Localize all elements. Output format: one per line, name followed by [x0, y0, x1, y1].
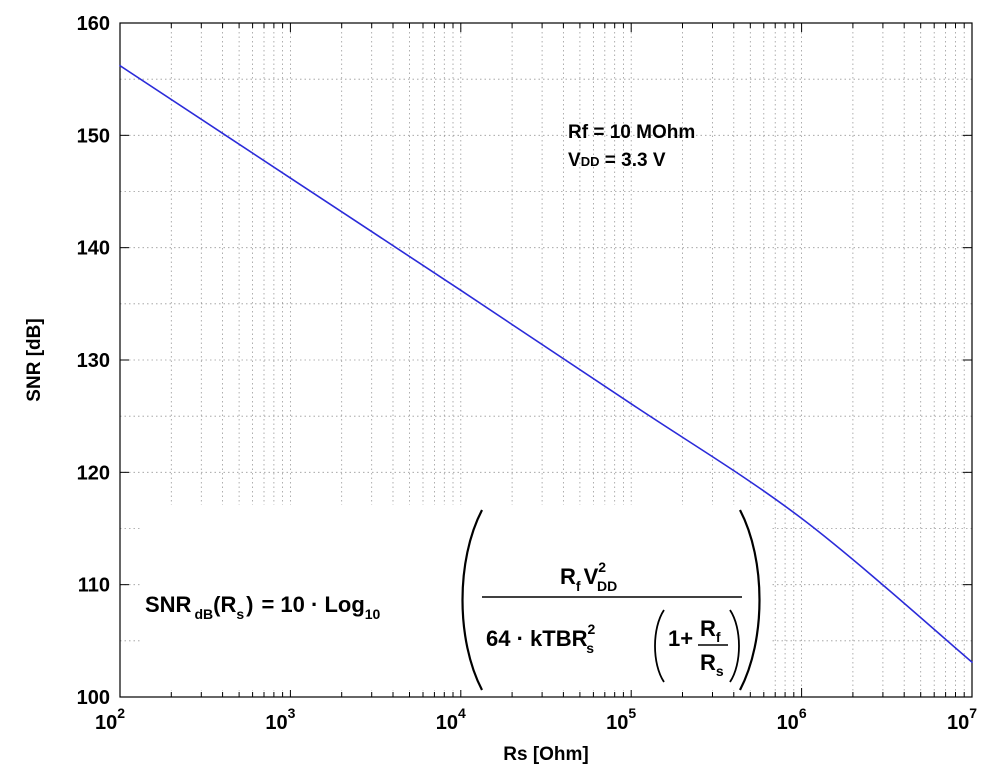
tick-marks: [119, 23, 972, 697]
series-point: [800, 517, 803, 520]
eq-frac-den-sub: s: [716, 663, 724, 679]
eq-left-paren: [461, 509, 483, 691]
x-tick-label: 104: [436, 705, 466, 734]
series-point: [289, 177, 292, 179]
eq-frac-num-sub: f: [716, 629, 721, 645]
y-tick-label: 130: [77, 350, 110, 372]
rf-annotation: Rf = 10 MOhm: [568, 122, 695, 143]
series-point: [460, 289, 462, 292]
y-tick-label: 110: [78, 575, 110, 597]
y-tick-label: 100: [77, 687, 110, 709]
snr-equation: SNR dB(Rs) = 10 · Log10 Rf V2 DD 64 · kTBR2 s…: [140, 505, 770, 691]
x-tick-label: 103: [265, 705, 295, 734]
eq-num-r: R: [560, 564, 576, 589]
vdd-annotation-sub: DD: [581, 154, 600, 169]
series-point: [630, 403, 632, 405]
eq-equals: = 10 · Log: [261, 592, 364, 617]
y-tick-label: 150: [77, 125, 110, 147]
y-tick-label: 160: [77, 13, 110, 35]
eq-inner-frac-num: Rf: [700, 616, 721, 645]
y-tick-labels: 100 110 120 130 140 150 160: [77, 13, 110, 709]
eq-denominator: 64 · kTBR2 s: [486, 621, 595, 656]
series-group: [119, 64, 973, 663]
x-tick-label: 105: [606, 705, 636, 734]
x-tick-labels: 102 103 104 105 106 107: [95, 705, 977, 734]
x-tick-label: 107: [947, 705, 977, 734]
eq-num-r-sub: f: [576, 578, 581, 594]
eq-inner-frac-den: Rs: [700, 650, 724, 679]
eq-den-sup: 2: [587, 621, 595, 637]
x-tick-label: 102: [95, 705, 125, 734]
eq-inner-left-paren: [654, 609, 665, 683]
y-axis-label: SNR [dB]: [24, 318, 45, 401]
vdd-annotation-rest: = 3.3 V: [599, 150, 665, 171]
y-tick-label: 140: [77, 238, 110, 260]
rf-annotation-rest: = 10 MOhm: [588, 122, 695, 143]
x-axis-label: Rs [Ohm]: [503, 744, 589, 765]
eq-log-sub: 10: [365, 606, 381, 622]
eq-lhs-arg: (R: [213, 592, 236, 617]
eq-den-sub: s: [586, 640, 594, 656]
eq-frac-num: R: [700, 616, 716, 641]
y-tick-label: 120: [77, 462, 110, 484]
eq-num-v: V: [584, 564, 599, 589]
eq-lhs-arg-sub: s: [236, 606, 244, 622]
eq-lhs-close: ): [246, 592, 253, 617]
series-point: [971, 661, 973, 663]
eq-num-v-sup: 2: [598, 559, 606, 575]
eq-inner-right-paren: [729, 609, 740, 683]
series-line-snr: [119, 65, 973, 663]
eq-den-prefix: 64 · kTBR: [486, 626, 588, 651]
vdd-annotation: VDD = 3.3 V: [568, 150, 666, 171]
eq-numerator: Rf V2 DD: [560, 559, 617, 594]
eq-lhs-name: SNR: [145, 592, 192, 617]
rf-annotation-main: Rf: [568, 122, 589, 143]
vdd-annotation-main: V: [568, 150, 581, 171]
eq-frac-den: R: [700, 650, 716, 675]
eq-den-one: 1+: [668, 626, 693, 651]
eq-num-v-sub: DD: [597, 578, 617, 594]
plot-frame: [119, 22, 973, 698]
series-point: [119, 64, 121, 67]
x-tick-label: 106: [777, 705, 807, 734]
eq-lhs-sub: dB: [194, 606, 213, 622]
eq-right-paren: [739, 509, 761, 691]
equation-lhs: SNR dB(Rs) = 10 · Log10: [145, 592, 381, 622]
